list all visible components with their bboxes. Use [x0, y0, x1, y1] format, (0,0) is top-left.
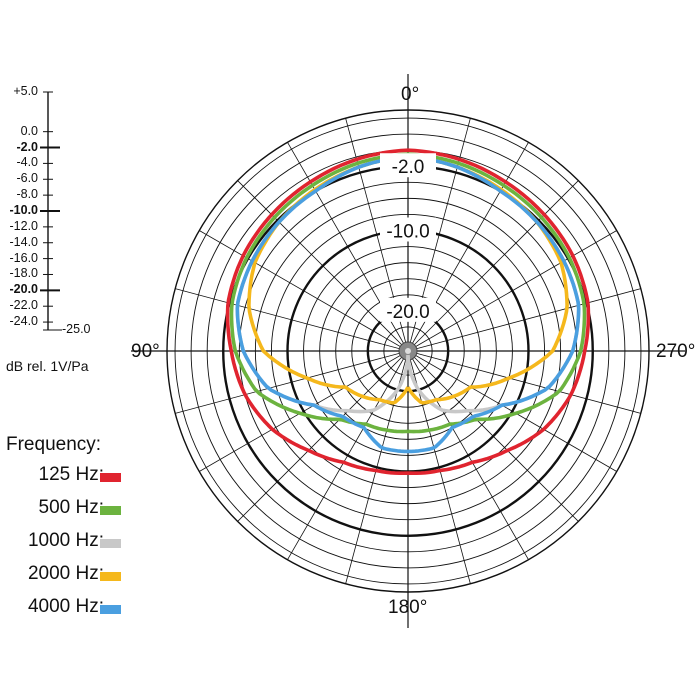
grid-spoke	[407, 180, 579, 352]
scale-bar	[40, 91, 62, 331]
ring-label: -10.0	[386, 222, 429, 243]
legend-item: 1000 Hz:	[6, 530, 146, 563]
angle-label-0: 0°	[401, 84, 420, 105]
angle-label-180: 180°	[388, 597, 428, 618]
grid-spoke	[175, 288, 409, 352]
scale-tick-label: -24.0	[9, 314, 39, 329]
ring-labels: -2.0 -10.0 -20.0	[380, 153, 436, 323]
legend-label: 500 Hz:	[38, 497, 104, 518]
series-line-0	[225, 148, 591, 476]
ring-label-bg	[380, 217, 436, 242]
scale-tick-label: -2.0	[16, 139, 38, 154]
legend-label: 1000 Hz:	[27, 530, 104, 551]
grid-spoke	[175, 350, 409, 414]
legend-title: Frequency:	[6, 434, 102, 455]
ring-label: -20.0	[386, 302, 429, 323]
scale-tick-label: -18.0	[9, 266, 39, 281]
scale-tick-label: -22.0	[9, 298, 39, 313]
angle-label-90: 90°	[131, 341, 160, 362]
legend-label: 4000 Hz:	[27, 596, 104, 617]
scale-tick-label: -10.0	[9, 203, 39, 217]
scale-tick-label: -12.0	[9, 218, 39, 233]
legend-swatch	[100, 473, 121, 482]
grid-spoke	[287, 350, 409, 560]
legend-item: 2000 Hz:	[6, 563, 146, 596]
scale-tick-label: -8.0	[16, 187, 38, 202]
ring-label: -2.0	[392, 157, 425, 178]
ring-label-bg	[380, 153, 436, 178]
center-hub-dot	[405, 348, 411, 354]
legend-swatch	[100, 605, 121, 614]
scale-unit-label: dB rel. 1V/Pa	[6, 358, 89, 374]
grid-spoke	[407, 350, 579, 522]
legend-swatch	[100, 572, 121, 581]
grid-spoke	[407, 350, 529, 560]
scale-tick-label: -14.0	[9, 234, 39, 249]
scale-tick-label: 0.0	[20, 123, 38, 138]
grid-spoke	[407, 230, 617, 352]
legend-swatch	[100, 539, 121, 548]
grid-spoke	[237, 350, 409, 522]
legend-rows: 125 Hz: 500 Hz: 1000 Hz: 2000 Hz: 4000 Hz:	[6, 464, 146, 629]
legend-label: 2000 Hz:	[27, 563, 104, 584]
scale-tick-label: -25.0	[62, 322, 91, 336]
grid-spoke	[407, 288, 641, 352]
grid-spoke	[407, 350, 617, 472]
grid-spoke	[407, 350, 641, 414]
scale-tick-label: -4.0	[16, 155, 38, 170]
legend-label: 125 Hz:	[38, 464, 104, 485]
ring-label-bg	[380, 297, 436, 322]
grid-spoke	[199, 350, 409, 472]
legend-item: 4000 Hz:	[6, 596, 146, 629]
grid-spoke	[237, 180, 409, 352]
grid-spoke	[199, 230, 409, 352]
scale-tick-label: +5.0	[13, 84, 38, 98]
angle-label-270: 270°	[656, 341, 696, 362]
legend-item: 500 Hz:	[6, 497, 146, 530]
legend-item: 125 Hz:	[6, 464, 146, 497]
legend-swatch	[100, 506, 121, 515]
legend: Frequency: 125 Hz: 500 Hz: 1000 Hz: 2000 Hz…	[6, 434, 146, 629]
scale-tick-label: -20.0	[9, 282, 39, 297]
scale-tick-label: -16.0	[9, 250, 39, 265]
scale-tick-label: -6.0	[16, 171, 38, 186]
